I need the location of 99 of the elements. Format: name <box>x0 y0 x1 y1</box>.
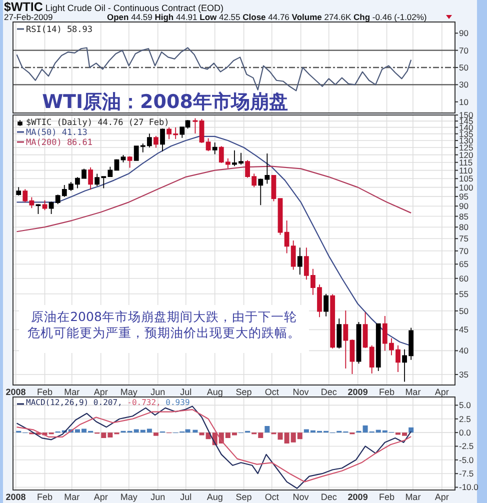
bar <box>264 426 270 433</box>
text: 0.939 <box>160 398 190 407</box>
y-tick-label: 120 <box>459 150 474 160</box>
legend-label: $WTIC (Daily) 44.76 (27 Feb) <box>26 118 170 128</box>
candlestick <box>369 344 374 374</box>
x-tick-label: Oct <box>264 492 280 502</box>
y-tick-label: 90 <box>459 28 469 38</box>
x-tick-label: Feb <box>379 387 395 397</box>
chart-subtitle: 27-Feb-2009 <box>4 12 53 22</box>
candlestick <box>376 323 381 372</box>
y-tick-label: -10.0 <box>459 482 479 492</box>
y-tick-label: 75 <box>459 234 469 244</box>
x-tick-label: Sep <box>236 387 252 397</box>
candlestick <box>290 240 296 270</box>
y-tick-label: 2.5 <box>459 414 472 424</box>
y-tick-label: 105 <box>459 174 474 184</box>
y-tick-label: 65 <box>459 259 469 270</box>
y-tick-label: 35 <box>459 369 469 380</box>
x-tick-label: Jul <box>180 387 192 397</box>
y-tick-label: 125 <box>459 142 474 152</box>
x-tick-label: Mar <box>64 492 80 502</box>
y-tick-label: 70 <box>459 246 469 256</box>
y-tick-label: 55 <box>459 288 469 299</box>
x-tick-label: Apr <box>94 387 108 397</box>
y-tick-label: 80 <box>459 222 469 232</box>
y-tick-label: 115 <box>459 157 473 168</box>
y-tick-label: -2.5 <box>459 441 474 452</box>
y-tick-label: 5.0 <box>459 400 472 410</box>
x-tick-label: May <box>120 492 138 502</box>
y-tick-label: 30 <box>459 80 469 90</box>
candlestick <box>36 204 41 214</box>
annotation: 原油在2008年市场崩盘期间大跌，由于下一轮危机可能更为严重，预期油价出现更大的跌幅。 <box>28 309 300 340</box>
bar <box>192 430 198 433</box>
y-tick-label: 45 <box>459 324 469 335</box>
y-tick-label: 50 <box>459 306 469 316</box>
y-tick-label: 95 <box>459 191 469 202</box>
x-tick-label: Dec <box>320 492 338 502</box>
x-tick-label: Nov <box>292 387 310 397</box>
line-series <box>16 166 412 232</box>
x-tick-label: Jul <box>180 492 192 502</box>
x-tick-label: Aug <box>206 492 223 502</box>
candlestick <box>154 135 158 148</box>
candlestick <box>343 310 348 369</box>
bar <box>153 432 158 436</box>
x-tick-label: Nov <box>292 492 310 502</box>
x-tick-label: Mar <box>405 387 421 397</box>
legend-label: MACD(12,26,9) 0.207, <box>26 398 122 407</box>
candlestick <box>160 128 165 152</box>
x-tick-label: Aug <box>206 387 223 397</box>
y-tick-label: 60 <box>459 273 469 284</box>
candlestick <box>206 138 211 152</box>
y-tick-label: 110 <box>459 165 473 176</box>
candlestick <box>297 247 302 276</box>
candlestick <box>212 142 218 155</box>
x-tick-label: Sep <box>236 492 252 502</box>
series-label: -0.732, <box>122 398 161 407</box>
x-tick-label: Feb <box>379 492 395 502</box>
candlestick <box>16 186 22 196</box>
chart-title: $WTIC Light Crude Oil - Continuous Contract (EOD) <box>4 0 224 14</box>
x-tick-label: Jun <box>150 387 166 397</box>
bar <box>408 427 414 433</box>
x-tick-label: 2009 <box>348 387 368 397</box>
y-tick-label: 85 <box>459 211 469 222</box>
x-tick-label: 2009 <box>348 492 368 502</box>
y-tick-label: 40 <box>459 346 469 356</box>
y-tick-label: 0.0 <box>459 428 472 438</box>
x-tick-label: Dec <box>320 387 338 397</box>
x-tick-label: Feb <box>37 387 53 397</box>
y-tick-label: 10 <box>459 96 469 107</box>
line-series <box>16 47 412 92</box>
y-tick-label: 150 <box>459 110 474 120</box>
y-tick-label: 100 <box>459 182 474 192</box>
legend-label: MA(50) 41.13 <box>26 128 88 138</box>
y-tick-label: 90 <box>459 201 469 212</box>
x-tick-label: 2008 <box>6 387 26 397</box>
candlestick <box>336 318 342 349</box>
legend-label: MA(200) 86.61 <box>26 138 93 148</box>
x-tick-label: Apr <box>94 492 108 502</box>
x-tick-label: Apr <box>434 492 449 502</box>
chart-title: WTI原油：2008年市场崩盘 <box>42 91 288 113</box>
x-tick-label: May <box>120 387 138 397</box>
x-tick-label: Jun <box>150 492 166 502</box>
candlestick <box>330 294 336 349</box>
candlestick <box>324 293 328 317</box>
x-tick-label: 2008 <box>6 492 26 502</box>
x-tick-label: Mar <box>64 387 80 397</box>
text: Open 44.59 High 44.91 Low 42.55 Close 44.76 Volume 274.6K Chg -0.46 (-1.02%) <box>107 12 427 22</box>
x-tick-label: Oct <box>264 387 280 397</box>
y-tick-label: -7.5 <box>459 468 474 479</box>
y-tick-label: 50 <box>459 62 469 72</box>
y-tick-label: -5.0 <box>459 454 474 465</box>
y-tick-label: 70 <box>459 45 469 56</box>
candlestick <box>127 156 132 168</box>
legend-label: RSI(14) 58.93 <box>26 25 93 35</box>
x-tick-label: Mar <box>405 492 421 502</box>
x-tick-label: Apr <box>434 387 449 397</box>
candlestick <box>88 166 94 190</box>
x-tick-label: Feb <box>37 492 53 502</box>
candlestick <box>192 118 198 134</box>
